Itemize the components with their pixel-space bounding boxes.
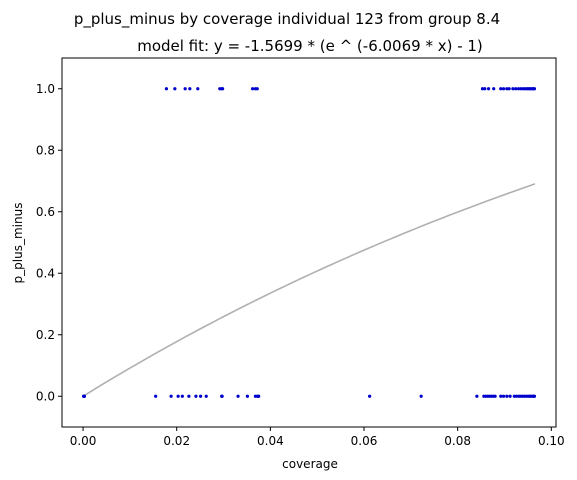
chart-title: p_plus_minus by coverage individual 123 … — [74, 10, 500, 29]
data-point — [368, 394, 372, 398]
data-point — [257, 394, 261, 398]
data-point — [204, 394, 208, 398]
y-tick-label: 0.4 — [36, 266, 55, 280]
data-point — [501, 87, 506, 91]
plot-frame — [61, 57, 557, 428]
data-point — [221, 87, 225, 91]
x-tick-label: 0.10 — [538, 434, 565, 448]
data-point — [220, 394, 224, 398]
data-point — [511, 87, 515, 91]
data-point — [176, 394, 180, 398]
data-point — [187, 394, 191, 398]
data-point — [480, 87, 485, 91]
data-point — [532, 87, 537, 91]
data-point — [505, 87, 509, 91]
data-point — [188, 87, 192, 91]
x-tick-label: 0.04 — [257, 434, 284, 448]
data-point — [515, 394, 519, 398]
data-point — [419, 394, 423, 398]
data-point — [516, 87, 521, 91]
data-point — [507, 87, 511, 91]
x-axis-label: coverage — [282, 457, 338, 471]
y-tick-label: 1.0 — [36, 82, 55, 96]
data-point — [236, 394, 240, 398]
data-point — [245, 394, 250, 398]
data-point — [493, 394, 497, 398]
plot-area — [61, 57, 557, 428]
data-point — [82, 394, 87, 398]
data-point — [499, 394, 503, 398]
y-tick-label: 0.6 — [36, 205, 55, 219]
x-tick-label: 0.06 — [351, 434, 378, 448]
points-layer — [81, 87, 537, 398]
chart-subtitle: model fit: y = -1.5699 * (e ^ (-6.0069 *… — [137, 37, 483, 55]
data-point — [492, 87, 496, 91]
data-point — [519, 87, 523, 91]
data-point — [194, 394, 198, 398]
data-point — [505, 394, 509, 398]
fit-curve — [82, 183, 536, 397]
data-point — [250, 87, 255, 91]
y-tick-label: 0.8 — [36, 143, 55, 157]
data-point — [183, 87, 187, 91]
data-point — [169, 394, 173, 398]
data-point — [512, 394, 516, 398]
data-point — [475, 394, 479, 398]
data-point — [532, 394, 537, 398]
data-point — [514, 87, 518, 91]
x-tick-label: 0.08 — [444, 434, 471, 448]
data-point — [483, 87, 487, 91]
data-point — [173, 87, 177, 91]
data-point — [255, 87, 259, 91]
y-axis-label: p_plus_minus — [11, 203, 25, 284]
data-point — [154, 394, 158, 398]
data-point — [508, 394, 512, 398]
x-tick-label: 0.02 — [163, 434, 190, 448]
data-point — [501, 394, 506, 398]
y-tick-label: 0.2 — [36, 328, 55, 342]
data-point — [164, 87, 169, 91]
x-tick-label: 0.00 — [70, 434, 97, 448]
fit-curve-layer — [82, 183, 536, 397]
data-point — [180, 394, 184, 398]
x-axis: 0.00 0.02 0.04 0.06 0.08 0.10 — [70, 427, 565, 448]
y-axis: 0.0 0.2 0.4 0.6 0.8 1.0 — [36, 82, 62, 403]
data-point — [486, 87, 491, 91]
data-point — [196, 87, 200, 91]
y-tick-label: 0.0 — [36, 389, 55, 403]
data-point — [499, 87, 503, 91]
data-point — [199, 394, 203, 398]
